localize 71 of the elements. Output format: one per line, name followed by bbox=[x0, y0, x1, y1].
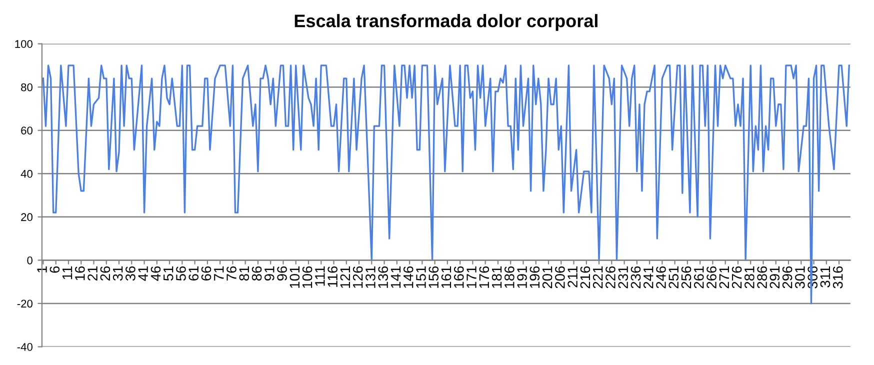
x-tick-label: 301 bbox=[795, 266, 805, 288]
x-tick-label: 276 bbox=[732, 266, 742, 288]
x-tick-label: 101 bbox=[290, 266, 300, 288]
x-tick-label: 261 bbox=[694, 266, 704, 288]
x-tick-label: 216 bbox=[580, 266, 590, 288]
x-tick-label: 116 bbox=[328, 266, 338, 287]
x-tick-label: 256 bbox=[681, 266, 692, 288]
x-tick-label: 191 bbox=[517, 266, 527, 288]
y-tick-label: 100 bbox=[15, 40, 32, 48]
x-tick-label: 121 bbox=[340, 266, 350, 288]
x-tick-label: 296 bbox=[782, 266, 792, 288]
x-tick-label: 96 bbox=[277, 266, 287, 281]
x-tick-label: 226 bbox=[606, 266, 616, 288]
x-tick-label: 281 bbox=[744, 266, 754, 288]
x-tick-label: 131 bbox=[366, 266, 376, 288]
x-tick-label: 201 bbox=[542, 266, 552, 288]
y-tick-label: 80 bbox=[21, 83, 32, 92]
x-tick-label: 146 bbox=[403, 266, 414, 288]
x-tick-label: 196 bbox=[530, 266, 540, 288]
x-tick-label: 31 bbox=[112, 266, 123, 281]
x-tick-label: 81 bbox=[239, 266, 250, 281]
x-tick-label: 156 bbox=[428, 266, 439, 288]
x-tick-label: 21 bbox=[88, 266, 98, 280]
x-tick-label: 11 bbox=[62, 266, 72, 280]
x-tick-label: 181 bbox=[492, 266, 502, 288]
x-tick-label: 71 bbox=[214, 266, 224, 280]
x-tick-label: 246 bbox=[656, 266, 666, 288]
x-tick-label: 241 bbox=[643, 266, 654, 288]
y-tick-label: 60 bbox=[21, 126, 32, 134]
x-tick-label: 236 bbox=[630, 266, 641, 288]
x-tick-label: 311 bbox=[820, 266, 830, 288]
x-tick-label: 106 bbox=[302, 266, 312, 288]
x-tick-label: 141 bbox=[390, 266, 401, 288]
x-tick-label: 16 bbox=[75, 266, 85, 280]
x-tick-label: 186 bbox=[504, 266, 514, 288]
x-tick-label: 41 bbox=[138, 266, 148, 281]
x-tick-label: 161 bbox=[441, 266, 452, 288]
x-tick-label: 266 bbox=[706, 266, 716, 288]
x-tick-label: 126 bbox=[352, 266, 363, 288]
y-tick-label: 0 bbox=[27, 256, 32, 264]
x-tick-label: 86 bbox=[252, 266, 262, 281]
x-tick-label: 136 bbox=[378, 266, 388, 288]
y-tick-label: 40 bbox=[20, 170, 32, 178]
x-tick-label: 206 bbox=[555, 266, 565, 288]
x-tick-label: 66 bbox=[201, 266, 212, 280]
x-tick-label: 291 bbox=[770, 266, 780, 288]
x-tick-label: 91 bbox=[264, 266, 274, 281]
x-tick-label: 171 bbox=[466, 266, 476, 288]
x-tick-label: 46 bbox=[150, 266, 161, 281]
x-tick-label: 211 bbox=[568, 266, 578, 288]
x-tick-label: 251 bbox=[668, 266, 679, 288]
x-tick-label: 231 bbox=[618, 266, 628, 288]
x-tick-label: 51 bbox=[164, 266, 174, 281]
x-tick-label: 151 bbox=[416, 266, 426, 288]
x-tick-label: 221 bbox=[592, 266, 603, 288]
x-tick-label: 76 bbox=[226, 266, 236, 280]
y-tick-label: 20 bbox=[21, 213, 32, 222]
x-tick-label: 316 bbox=[832, 266, 843, 288]
y-tick-label: -20 bbox=[17, 300, 32, 308]
chart-title: Escala transformada dolor corporal bbox=[294, 14, 598, 31]
y-tick-label: -40 bbox=[17, 343, 32, 351]
x-tick-label: 6 bbox=[50, 266, 60, 273]
x-tick-label: 176 bbox=[479, 266, 490, 288]
x-tick-label: 36 bbox=[126, 266, 136, 281]
x-tick-label: 111 bbox=[315, 266, 325, 286]
x-tick-label: 271 bbox=[719, 266, 729, 288]
x-tick-label: 56 bbox=[176, 266, 186, 281]
x-tick-label: 166 bbox=[454, 266, 464, 288]
x-tick-label: 26 bbox=[100, 266, 110, 280]
x-tick-label: 286 bbox=[757, 266, 767, 288]
x-tick-label: 61 bbox=[188, 266, 199, 280]
